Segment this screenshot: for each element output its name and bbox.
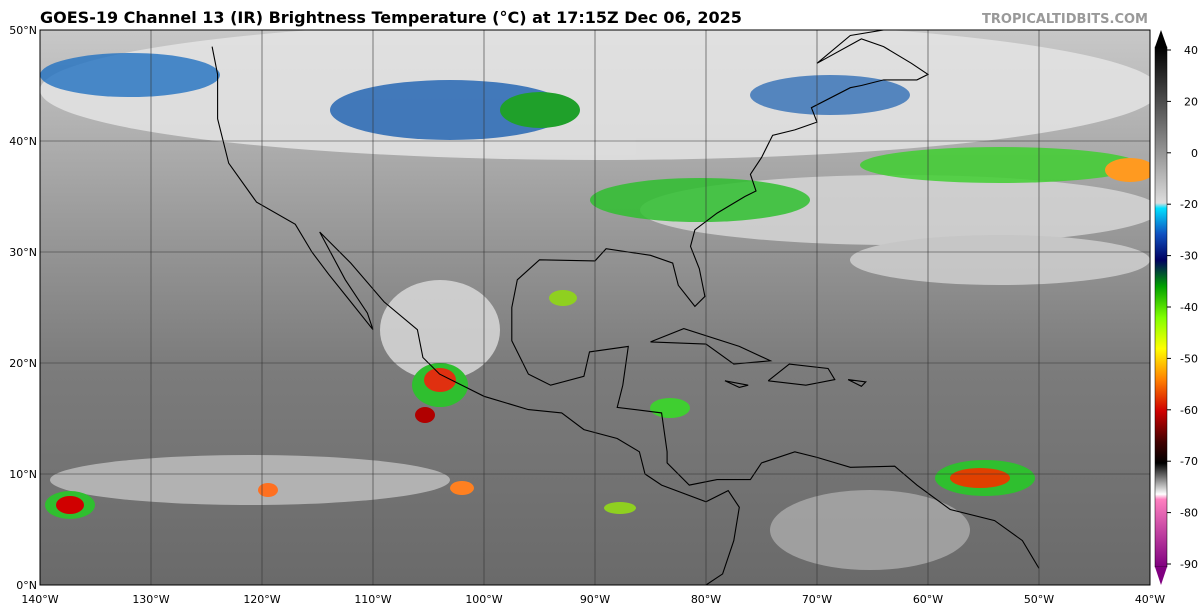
colorbar-ticks: 40 20 0 -20 -30 -40 -50 -60 -70 -80 -90 <box>1167 44 1198 571</box>
colorbar-ramp <box>1154 46 1168 568</box>
colorbar-label: -80 <box>1180 507 1198 520</box>
lat-label: 40°N <box>9 135 37 148</box>
colorbar-label: -50 <box>1180 352 1198 365</box>
colorbar-label: -70 <box>1180 455 1198 468</box>
colorbar-label: 40 <box>1184 44 1198 57</box>
colorbar-label: -40 <box>1180 301 1198 314</box>
lat-label: 0°N <box>16 579 37 592</box>
imagery <box>40 30 1150 585</box>
lon-label: 110°W <box>354 593 391 606</box>
lon-label: 70°W <box>802 593 832 606</box>
source: TROPICALTIDBITS.COM <box>982 12 1148 27</box>
axis-labels: 0°N 10°N 20°N 30°N 40°N 50°N 140°W 130°W 120°W 11… <box>9 24 1165 606</box>
coastline <box>511 30 1040 569</box>
lon-label: 130°W <box>132 593 169 606</box>
map-frame <box>39 29 1151 586</box>
lon-label: 80°W <box>691 593 721 606</box>
lon-label: 120°W <box>243 593 280 606</box>
cold-cloud-tops <box>40 53 1150 519</box>
lon-label: 90°W <box>580 593 610 606</box>
colorbar-label: -90 <box>1180 558 1198 571</box>
lon-label: 50°W <box>1024 593 1054 606</box>
graticule <box>40 30 1150 585</box>
title: GOES-19 Channel 13 (IR) Brightness Tempe… <box>40 8 742 27</box>
lon-label: 40°W <box>1135 593 1165 606</box>
lat-label: 50°N <box>9 24 37 37</box>
coastline <box>847 379 867 387</box>
colorbar-label: 0 <box>1191 147 1198 160</box>
lat-label: 20°N <box>9 357 37 370</box>
lon-label: 60°W <box>913 593 943 606</box>
coastline <box>724 380 749 388</box>
colorbar <box>1154 30 1168 585</box>
colorbar-label: -60 <box>1180 404 1198 417</box>
colorbar-label: 20 <box>1184 95 1198 108</box>
lon-label: 100°W <box>465 593 502 606</box>
colorbar-label: -20 <box>1180 198 1198 211</box>
coastline <box>211 46 740 585</box>
lat-label: 10°N <box>9 468 37 481</box>
lon-label: 140°W <box>21 593 58 606</box>
lat-label: 30°N <box>9 246 37 259</box>
coastline <box>767 363 836 386</box>
colorbar-label: -30 <box>1180 250 1198 263</box>
